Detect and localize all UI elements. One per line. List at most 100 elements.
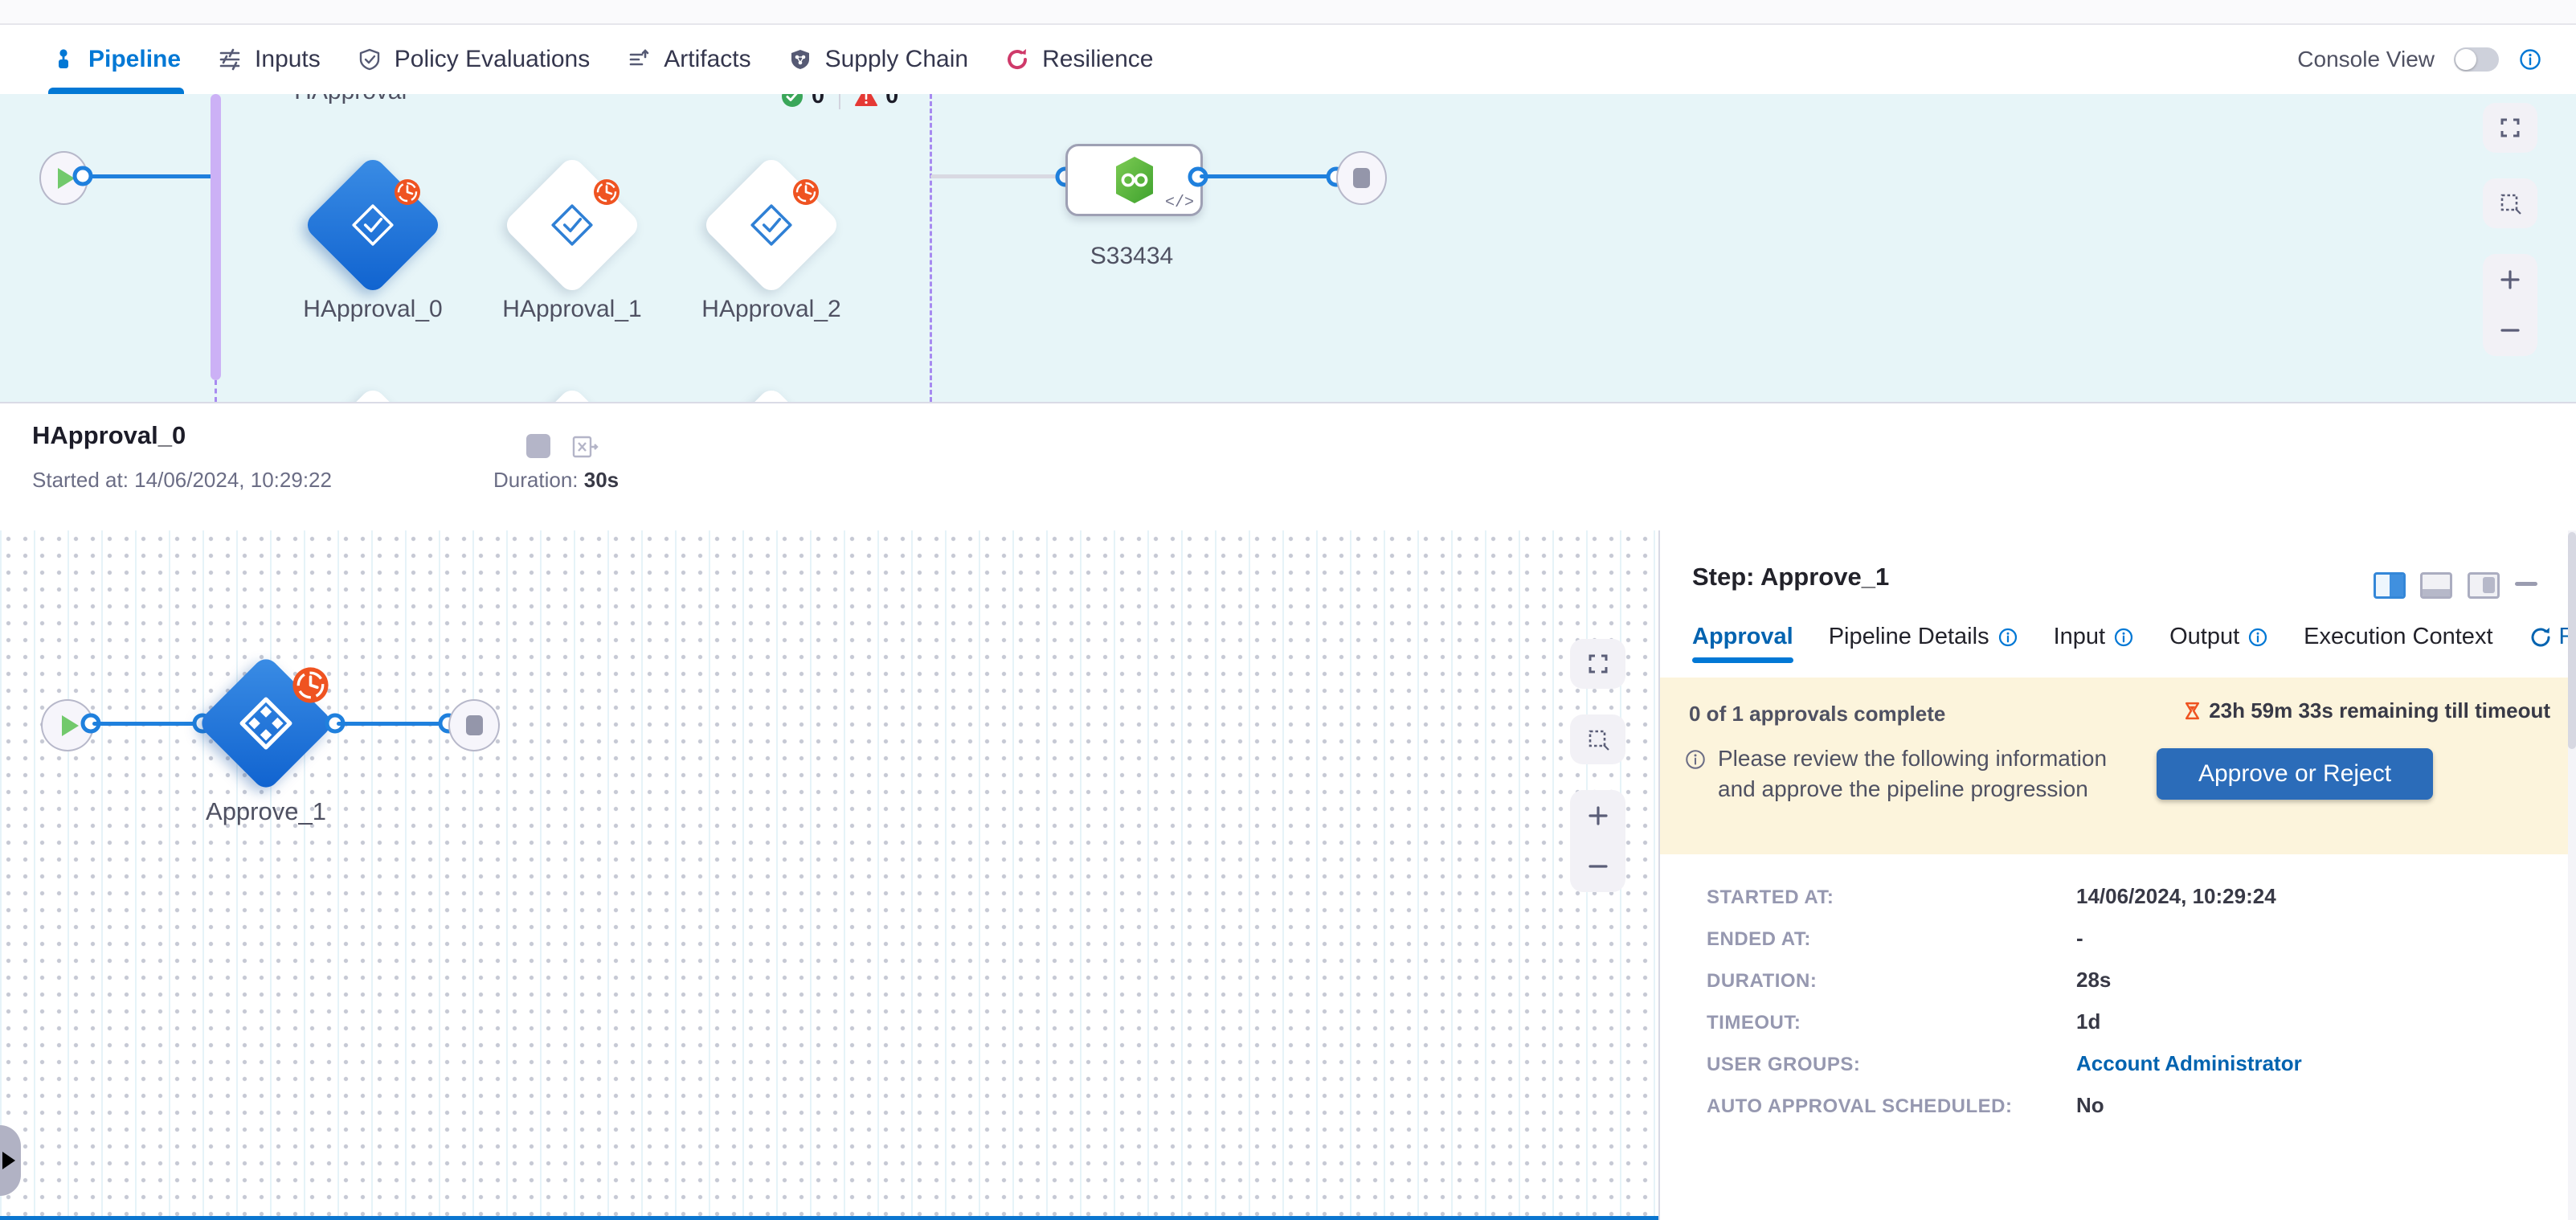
detail-label: TIMEOUT:	[1707, 1012, 1801, 1034]
success-count: 0	[812, 94, 825, 108]
fit-to-view-button[interactable]	[1570, 714, 1625, 764]
tab-inputs[interactable]: Inputs	[218, 25, 321, 94]
detail-label: ENDED AT:	[1707, 928, 1811, 950]
tab-artifacts[interactable]: Artifacts	[627, 25, 751, 94]
approval-details-list: STARTED AT: 14/06/2024, 10:29:24 ENDED AT…	[1707, 884, 2302, 1135]
artifacts-icon	[629, 49, 649, 66]
open-report-icon[interactable]	[570, 432, 599, 461]
connector-line	[80, 174, 212, 178]
step-node-label[interactable]: Approve_1	[206, 797, 326, 825]
tab-pipeline[interactable]: Pipeline	[48, 25, 185, 94]
clipped-diamond	[302, 385, 444, 402]
stage-name: HApproval	[294, 94, 407, 105]
fullscreen-icon	[1589, 654, 1607, 673]
step-node-label[interactable]: HApproval_1	[502, 296, 642, 322]
stop-icon	[465, 715, 483, 735]
detail-label: STARTED AT:	[1707, 886, 1834, 908]
divider	[839, 94, 841, 109]
stage-header[interactable]: − HApproval	[265, 94, 407, 107]
stage-boundary-dashed	[930, 94, 932, 402]
user-groups-link[interactable]: Account Administrator	[2076, 1051, 2302, 1075]
step-node-s33434[interactable]: </>	[1065, 144, 1203, 216]
hourglass-icon	[2186, 702, 2200, 720]
approve-or-reject-button[interactable]: Approve or Reject	[2157, 748, 2433, 800]
timeout-remaining: 23h 59m 33s remaining till timeout	[2182, 698, 2550, 723]
detail-row: ENDED AT: -	[1707, 926, 2302, 951]
error-icon	[855, 94, 878, 106]
timeout-text: 23h 59m 33s remaining till timeout	[2209, 698, 2550, 723]
step-node-label[interactable]: S33434	[1090, 243, 1174, 269]
tab-input[interactable]: Input	[2054, 624, 2135, 650]
info-icon	[2249, 628, 2267, 646]
approval-step-icon	[551, 204, 593, 246]
stage-end-node	[448, 699, 500, 751]
detail-row: STARTED AT: 14/06/2024, 10:29:24	[1707, 884, 2302, 909]
inputs-icon	[219, 48, 240, 71]
detail-row: DURATION: 28s	[1707, 968, 2302, 993]
scrollbar-thumb[interactable]	[2568, 532, 2576, 749]
step-panel-tabs: Approval Pipeline Details Input Output E…	[1692, 624, 2576, 663]
step-node-label[interactable]: HApproval_0	[303, 296, 443, 322]
pipeline-start-node	[39, 151, 88, 205]
zoom-in-button[interactable]	[1586, 804, 1610, 828]
expand-left-panel-handle[interactable]	[0, 1125, 21, 1196]
window-top-strip	[0, 0, 2576, 25]
tab-label: Approval	[1692, 624, 1793, 649]
panel-title: Step: Approve_1	[1692, 563, 1890, 591]
tab-pipeline-details[interactable]: Pipeline Details	[1829, 624, 2018, 650]
stage-boundary-bar[interactable]	[211, 94, 221, 380]
step-node-approve-1[interactable]	[196, 653, 336, 793]
connector-line	[337, 722, 448, 726]
step-node-happroval-1[interactable]	[501, 154, 643, 296]
tab-output[interactable]: Output	[2169, 624, 2268, 650]
collapse-stage-icon[interactable]: −	[265, 94, 283, 107]
failure-count: 0	[885, 94, 899, 108]
clipped-diamond	[701, 385, 842, 402]
connector-line	[92, 722, 202, 726]
duration-text: Duration: 30s	[493, 468, 619, 493]
stage-boundary-dashed	[215, 380, 217, 402]
tab-policy-evaluations[interactable]: Policy Evaluations	[358, 25, 590, 94]
info-icon[interactable]	[2518, 47, 2542, 72]
nav-tabs: Pipeline Inputs Policy Evaluations Artif…	[0, 25, 1153, 94]
fit-to-view-button[interactable]	[2483, 178, 2537, 228]
tab-label: Execution Context	[2304, 624, 2493, 649]
layout-bottom-panel-button[interactable]	[2420, 572, 2452, 599]
tab-label: Input	[2053, 624, 2106, 649]
step-details-panel: Step: Approve_1 Approval Pipeline Detail…	[1658, 530, 2576, 1220]
duration-value: 30s	[583, 468, 619, 492]
fullscreen-button[interactable]	[1570, 639, 1625, 689]
tab-execution-context[interactable]: Execution Context	[2304, 624, 2492, 650]
console-view-toggle[interactable]	[2454, 47, 2499, 72]
connector-point	[80, 713, 101, 734]
tab-approval[interactable]: Approval	[1692, 624, 1793, 663]
layout-right-drawer-button[interactable]	[2468, 572, 2500, 599]
tab-resilience[interactable]: Resilience	[1005, 25, 1153, 94]
active-tab-underline	[1692, 657, 1793, 663]
console-view-label: Console View	[2297, 47, 2435, 72]
play-icon	[61, 714, 79, 736]
tab-supply-chain[interactable]: Supply Chain	[788, 25, 968, 94]
zoom-in-button[interactable]	[2498, 268, 2522, 292]
stage-execution-canvas[interactable]: Approve_1	[0, 530, 1658, 1220]
pending-clock-badge	[292, 667, 329, 703]
connector-point	[72, 166, 93, 186]
fullscreen-button[interactable]	[2483, 103, 2537, 153]
layout-right-split-button[interactable]	[2374, 572, 2406, 599]
vertical-scrollbar[interactable]	[2568, 530, 2576, 1220]
detail-value: No	[2076, 1093, 2104, 1117]
success-icon	[782, 94, 803, 107]
step-node-label[interactable]: HApproval_2	[701, 296, 841, 322]
detail-value: 28s	[2076, 968, 2112, 992]
step-node-happroval-2[interactable]	[701, 154, 842, 296]
detail-row: TIMEOUT: 1d	[1707, 1009, 2302, 1034]
horizontal-scrollbar[interactable]	[0, 1216, 1658, 1220]
zoom-out-button[interactable]	[1586, 854, 1610, 878]
pipeline-graph-canvas[interactable]: − HApproval 0 0 HApproval_0	[0, 94, 2576, 402]
zoom-out-button[interactable]	[2498, 318, 2522, 342]
step-node-happroval-0[interactable]	[302, 154, 444, 296]
minimize-panel-button[interactable]	[2515, 582, 2537, 586]
tab-label: Output	[2169, 624, 2240, 649]
detail-row: AUTO APPROVAL SCHEDULED: No	[1707, 1093, 2302, 1118]
